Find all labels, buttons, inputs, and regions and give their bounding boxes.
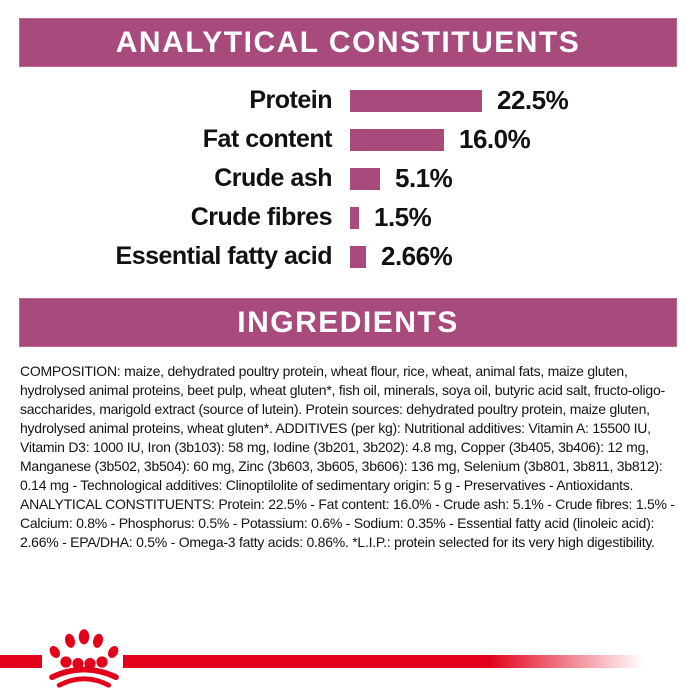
ingredients-title: INGREDIENTS (237, 305, 459, 339)
chart-bar (350, 128, 444, 151)
analytical-constituents-title: ANALYTICAL CONSTITUENTS (115, 25, 581, 59)
analytical-chart: Protein 22.5% Fat content 16.0% Crude ash 5.1… (0, 81, 700, 276)
chart-row: Fat content 16.0% (0, 120, 700, 159)
chart-bar (350, 206, 359, 229)
brand-stripe-right (123, 655, 660, 668)
chart-bar (350, 167, 380, 190)
chart-value-label: 22.5% (497, 85, 569, 115)
ingredients-composition-text: COMPOSITION: maize, dehydrated poultry p… (20, 363, 675, 550)
chart-row: Essential fatty acid 2.66% (0, 237, 700, 276)
chart-row: Protein 22.5% (0, 81, 700, 120)
chart-category-label: Crude fibres (190, 203, 333, 231)
chart-row: Crude ash 5.1% (0, 159, 700, 198)
chart-bar (350, 89, 482, 112)
chart-value-label: 2.66% (381, 241, 453, 271)
chart-value-label: 5.1% (395, 163, 453, 193)
brand-stripe-left (0, 655, 42, 668)
chart-value-label: 16.0% (459, 124, 531, 154)
ingredients-banner: INGREDIENTS (19, 298, 677, 347)
chart-category-label: Essential fatty acid (115, 242, 333, 270)
royal-canin-crown-logo (49, 629, 119, 688)
chart-value-label: 1.5% (374, 202, 432, 232)
chart-bar (350, 245, 366, 268)
chart-category-label: Fat content (202, 125, 333, 153)
analytical-constituents-banner: ANALYTICAL CONSTITUENTS (19, 18, 677, 67)
chart-row: Crude fibres 1.5% (0, 198, 700, 237)
chart-category-label: Crude ash (214, 164, 332, 192)
chart-category-label: Protein (249, 86, 332, 114)
